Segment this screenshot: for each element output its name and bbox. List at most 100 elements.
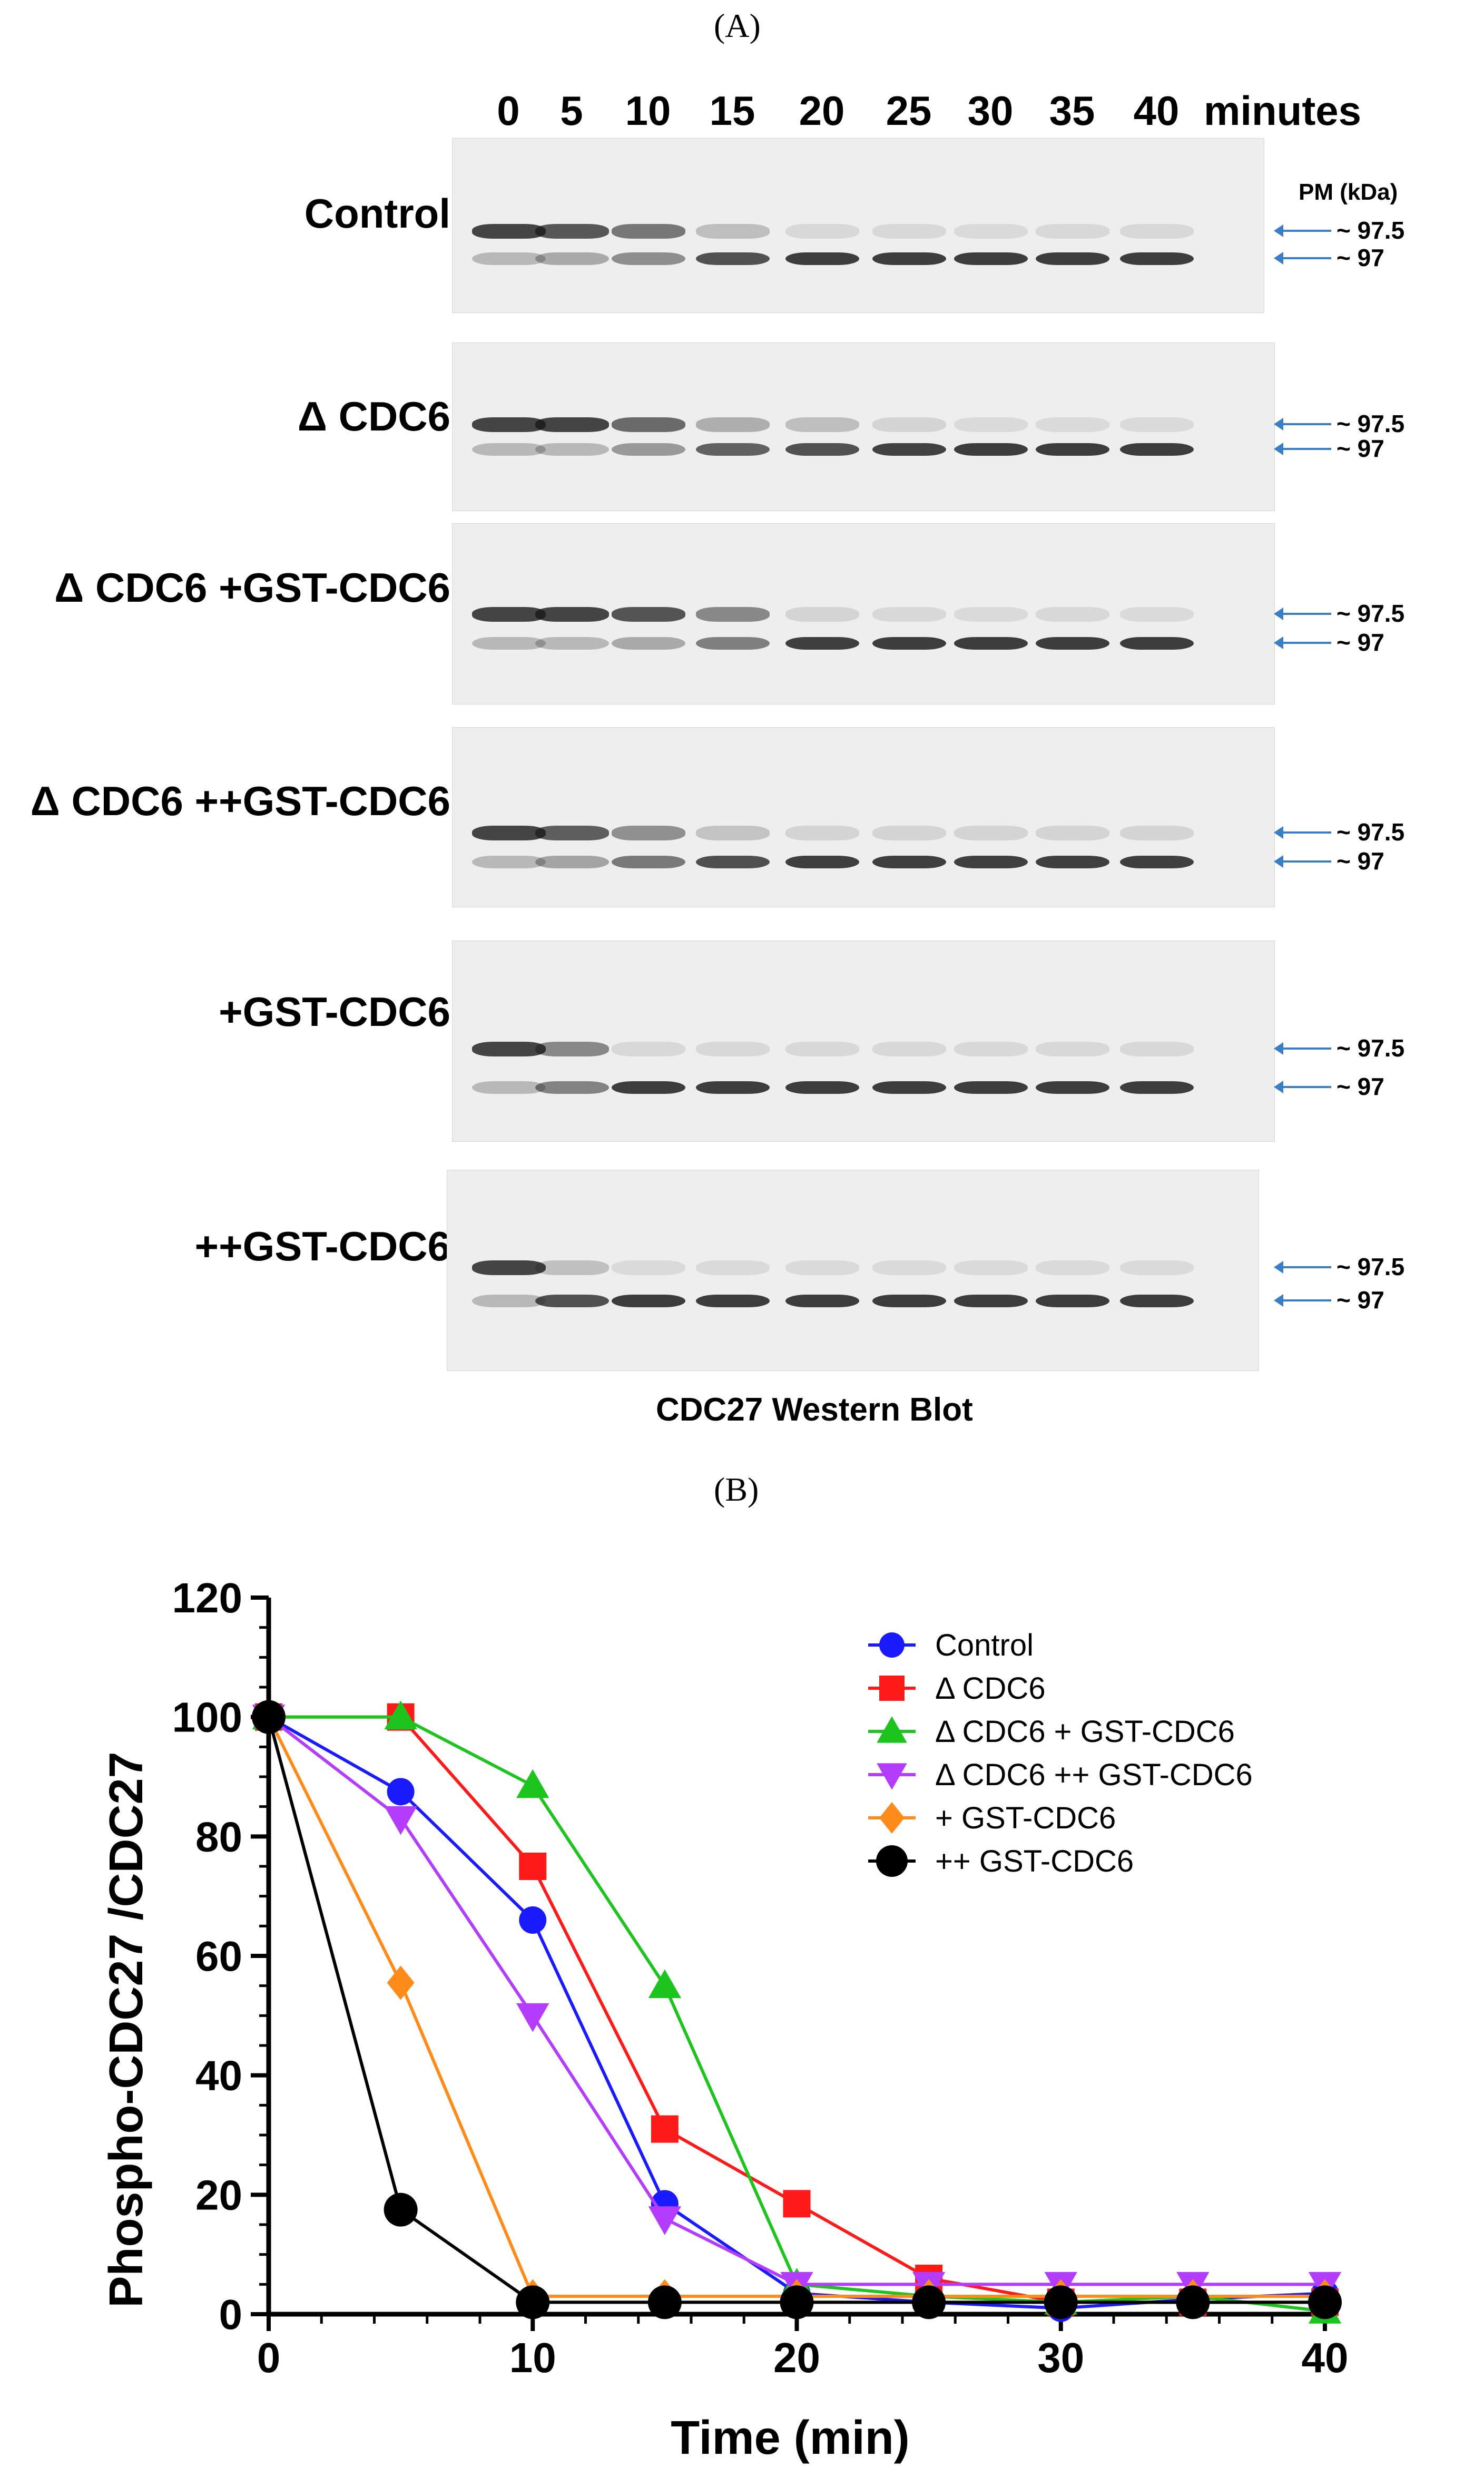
legend-label-3: Δ CDC6 + GST-CDC6 bbox=[935, 1715, 1235, 1749]
band-lower bbox=[872, 443, 946, 456]
mw-arrow bbox=[1274, 855, 1331, 868]
mw-label-mw_upper: ~ 97.5 bbox=[1336, 1253, 1405, 1280]
legend-marker bbox=[879, 1632, 905, 1658]
mw-label-mw_lower: ~ 97 bbox=[1336, 847, 1384, 875]
band-lower bbox=[954, 1081, 1028, 1094]
band-lower bbox=[1120, 252, 1194, 265]
band-upper bbox=[1036, 1042, 1109, 1056]
band-upper bbox=[472, 607, 546, 622]
series-3 bbox=[252, 1700, 1342, 2324]
mw-arrow bbox=[1274, 826, 1331, 839]
band-upper bbox=[785, 1260, 859, 1275]
series-1 bbox=[255, 1703, 1339, 2322]
band-upper bbox=[472, 826, 546, 840]
band-lower bbox=[612, 1295, 685, 1307]
blot-caption: CDC27 Western Blot bbox=[656, 1392, 973, 1428]
band-lower bbox=[785, 856, 859, 868]
band-lower bbox=[1120, 443, 1194, 456]
band-upper bbox=[872, 417, 946, 432]
series-line bbox=[268, 1716, 1325, 2310]
data-point bbox=[516, 2003, 549, 2032]
band-lower bbox=[785, 637, 859, 650]
band-upper bbox=[612, 1042, 685, 1056]
band-upper bbox=[535, 826, 609, 840]
band-lower bbox=[1120, 637, 1194, 650]
band-lower bbox=[872, 1295, 946, 1307]
panel-b-label: (B) bbox=[714, 1471, 759, 1508]
band-lower bbox=[785, 1295, 859, 1307]
x-tick-label: 0 bbox=[257, 2334, 281, 2381]
band-upper bbox=[872, 1042, 946, 1056]
band-upper bbox=[696, 1042, 770, 1056]
data-point bbox=[384, 2192, 418, 2227]
band-upper bbox=[535, 417, 609, 432]
band-upper bbox=[872, 826, 946, 840]
lane-label-5: 5 bbox=[560, 87, 583, 134]
band-lower bbox=[535, 1081, 609, 1094]
legend-marker bbox=[877, 1716, 907, 1743]
band-lower bbox=[696, 637, 770, 650]
band-lower bbox=[1036, 1081, 1109, 1094]
data-point bbox=[519, 1853, 547, 1880]
band-upper bbox=[612, 607, 685, 622]
mw-label-mw_upper: ~ 97.5 bbox=[1336, 818, 1405, 846]
blot-label-6: ++GST-CDC6 bbox=[194, 1223, 450, 1269]
band-lower bbox=[535, 637, 609, 650]
data-point bbox=[651, 2115, 679, 2143]
x-tick-label: 40 bbox=[1302, 2334, 1349, 2381]
data-point bbox=[783, 2190, 811, 2218]
x-axis-title: Time (min) bbox=[671, 2412, 909, 2464]
legend-label-1: Control bbox=[935, 1628, 1034, 1662]
mw-arrow bbox=[1274, 1261, 1331, 1274]
y-tick-label: 20 bbox=[195, 2171, 242, 2218]
blot-image-6 bbox=[447, 1170, 1259, 1371]
legend-label-6: ++ GST-CDC6 bbox=[935, 1844, 1134, 1878]
band-upper bbox=[872, 607, 946, 622]
panel-a-label: (A) bbox=[714, 7, 761, 44]
band-lower bbox=[696, 443, 770, 456]
blot-label-1: Control bbox=[304, 190, 450, 237]
band-upper bbox=[535, 1260, 609, 1275]
blot-image-4 bbox=[452, 727, 1275, 907]
y-tick-label: 120 bbox=[172, 1574, 242, 1621]
band-lower bbox=[472, 252, 546, 265]
band-upper bbox=[612, 1260, 685, 1275]
legend-marker bbox=[877, 1763, 907, 1790]
band-upper bbox=[954, 1260, 1028, 1275]
y-axis-title: Phospho-CDC27 /CDC27 bbox=[100, 1751, 153, 2307]
band-lower bbox=[954, 1295, 1028, 1307]
mw-label-mw_lower: ~ 97 bbox=[1336, 1286, 1384, 1314]
band-lower bbox=[1036, 637, 1109, 650]
y-tick-label: 100 bbox=[172, 1694, 242, 1741]
band-lower bbox=[785, 252, 859, 265]
band-upper bbox=[472, 1042, 546, 1056]
data-point bbox=[780, 2285, 814, 2319]
band-lower bbox=[954, 443, 1028, 456]
x-tick-label: 30 bbox=[1037, 2334, 1084, 2381]
band-lower bbox=[535, 1295, 609, 1307]
legend-marker bbox=[879, 1676, 905, 1701]
blot-image-5 bbox=[452, 941, 1275, 1142]
band-upper bbox=[1036, 1260, 1109, 1275]
lane-label-30: 30 bbox=[967, 87, 1014, 134]
band-lower bbox=[472, 1295, 546, 1307]
band-upper bbox=[696, 417, 770, 432]
band-upper bbox=[954, 224, 1028, 239]
data-point bbox=[648, 1969, 682, 1999]
band-lower bbox=[612, 637, 685, 650]
band-lower bbox=[1120, 856, 1194, 868]
mw-arrow bbox=[1274, 608, 1331, 620]
data-point bbox=[516, 2285, 550, 2319]
blot-label-2: Δ CDC6 bbox=[297, 393, 450, 439]
mw-arrow bbox=[1274, 637, 1331, 649]
band-lower bbox=[1036, 252, 1109, 265]
mw-label-mw_upper: ~ 97.5 bbox=[1336, 1034, 1405, 1062]
data-point bbox=[1176, 2285, 1210, 2319]
band-lower bbox=[535, 856, 609, 868]
mw-arrow bbox=[1274, 1042, 1331, 1055]
band-upper bbox=[954, 1042, 1028, 1056]
band-upper bbox=[1120, 224, 1194, 239]
series-2 bbox=[255, 1703, 1339, 2316]
mw-arrow bbox=[1274, 252, 1331, 265]
mw-label-mw_upper: ~ 97.5 bbox=[1336, 217, 1405, 244]
